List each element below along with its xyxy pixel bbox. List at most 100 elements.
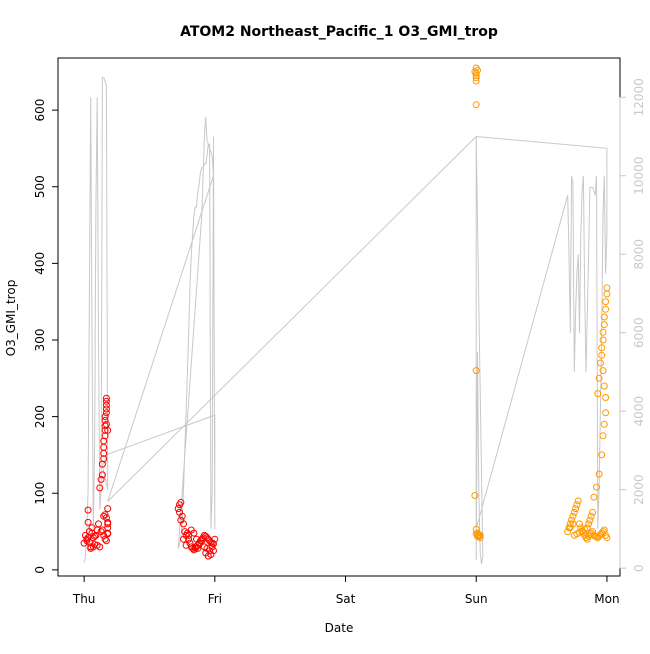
data-point <box>599 432 607 440</box>
data-point <box>198 537 206 545</box>
data-point <box>177 498 185 506</box>
data-point <box>102 409 110 417</box>
data-point <box>476 531 484 539</box>
data-point <box>102 397 110 405</box>
left-axis-tick-label: 300 <box>33 329 47 352</box>
point-layer <box>80 64 611 560</box>
data-point <box>566 520 574 528</box>
data-point <box>102 405 110 413</box>
bottom-axis: Thu Fri Sat Sun Mon <box>72 575 620 606</box>
data-point <box>211 535 219 543</box>
bottom-axis-tick-label: Thu <box>72 592 96 606</box>
right-axis-tick-label: 10000 <box>632 157 646 195</box>
bottom-axis-tick-label: Mon <box>594 592 619 606</box>
data-point <box>472 74 480 82</box>
data-point <box>589 508 597 516</box>
data-point <box>85 538 93 546</box>
right-axis-tick-label: 4000 <box>632 396 646 427</box>
data-point <box>471 492 479 499</box>
data-point <box>600 321 608 329</box>
right-axis-tick-label: 8000 <box>632 239 646 270</box>
y-axis-label: O3_GMI_trop <box>4 280 18 357</box>
data-point <box>472 72 480 80</box>
data-point <box>84 534 92 542</box>
data-point <box>472 367 480 375</box>
data-point <box>602 409 610 417</box>
left-axis-tick-label: 0 <box>33 566 47 574</box>
data-point <box>104 505 112 513</box>
data-point <box>593 483 600 491</box>
data-point <box>598 344 606 352</box>
data-point <box>96 484 104 492</box>
data-point <box>185 535 193 543</box>
data-point <box>102 537 110 545</box>
data-point <box>475 533 483 541</box>
data-point <box>174 505 182 513</box>
bottom-axis-tick-label: Sun <box>465 592 488 606</box>
data-point <box>574 497 582 505</box>
data-point <box>194 544 202 552</box>
data-point <box>598 451 606 459</box>
left-axis-tick-label: 600 <box>33 99 47 122</box>
data-point <box>602 305 610 313</box>
data-point <box>599 367 607 375</box>
data-point <box>600 420 608 428</box>
data-point <box>84 506 92 514</box>
left-axis-tick-label: 200 <box>33 405 47 428</box>
data-point <box>96 543 104 551</box>
right-axis-tick-label: 12000 <box>632 78 646 116</box>
data-point <box>568 516 576 524</box>
data-point <box>101 416 109 424</box>
data-point <box>596 359 604 367</box>
right-axis-tick-label: 2000 <box>632 474 646 505</box>
data-point <box>569 512 577 520</box>
right-axis-tick-label: 0 <box>632 564 646 572</box>
data-point <box>182 541 190 549</box>
data-point <box>583 524 591 532</box>
x-axis-label: Date <box>325 621 354 635</box>
data-point <box>599 328 607 336</box>
data-point <box>600 382 608 390</box>
left-axis-tick-label: 400 <box>33 252 47 275</box>
data-point <box>590 493 598 501</box>
data-point <box>100 455 108 463</box>
data-point <box>594 390 602 398</box>
chart-title: ATOM2 Northeast_Pacific_1 O3_GMI_trop <box>180 24 498 40</box>
data-point <box>472 101 480 109</box>
data-point <box>603 534 611 542</box>
data-point <box>104 426 112 434</box>
data-point <box>576 520 583 528</box>
bottom-axis-tick-label: Sat <box>336 592 356 606</box>
data-point <box>102 401 110 409</box>
data-point <box>586 516 594 524</box>
data-point <box>91 532 99 540</box>
data-point <box>210 547 217 555</box>
data-point <box>101 432 109 440</box>
data-point <box>208 543 216 551</box>
data-point <box>472 77 480 85</box>
left-axis-tick-label: 500 <box>33 175 47 198</box>
data-point <box>600 313 608 321</box>
bottom-axis-tick-label: Fri <box>208 592 222 606</box>
data-point <box>598 351 606 359</box>
data-point <box>602 298 610 306</box>
data-point <box>602 394 610 401</box>
data-point <box>603 284 611 292</box>
data-point <box>104 518 112 526</box>
data-point <box>101 413 109 421</box>
data-point <box>102 514 110 522</box>
data-point <box>102 394 110 402</box>
left-axis-tick-label: 100 <box>33 482 47 505</box>
data-point <box>177 516 185 524</box>
data-point <box>101 535 109 543</box>
data-point <box>101 511 109 519</box>
left-axis: 0 100 200 300 400 500 600 <box>33 99 59 574</box>
data-point <box>98 471 106 479</box>
data-point <box>569 520 577 528</box>
data-point <box>595 470 603 478</box>
data-point <box>84 518 92 526</box>
data-point <box>95 520 102 528</box>
